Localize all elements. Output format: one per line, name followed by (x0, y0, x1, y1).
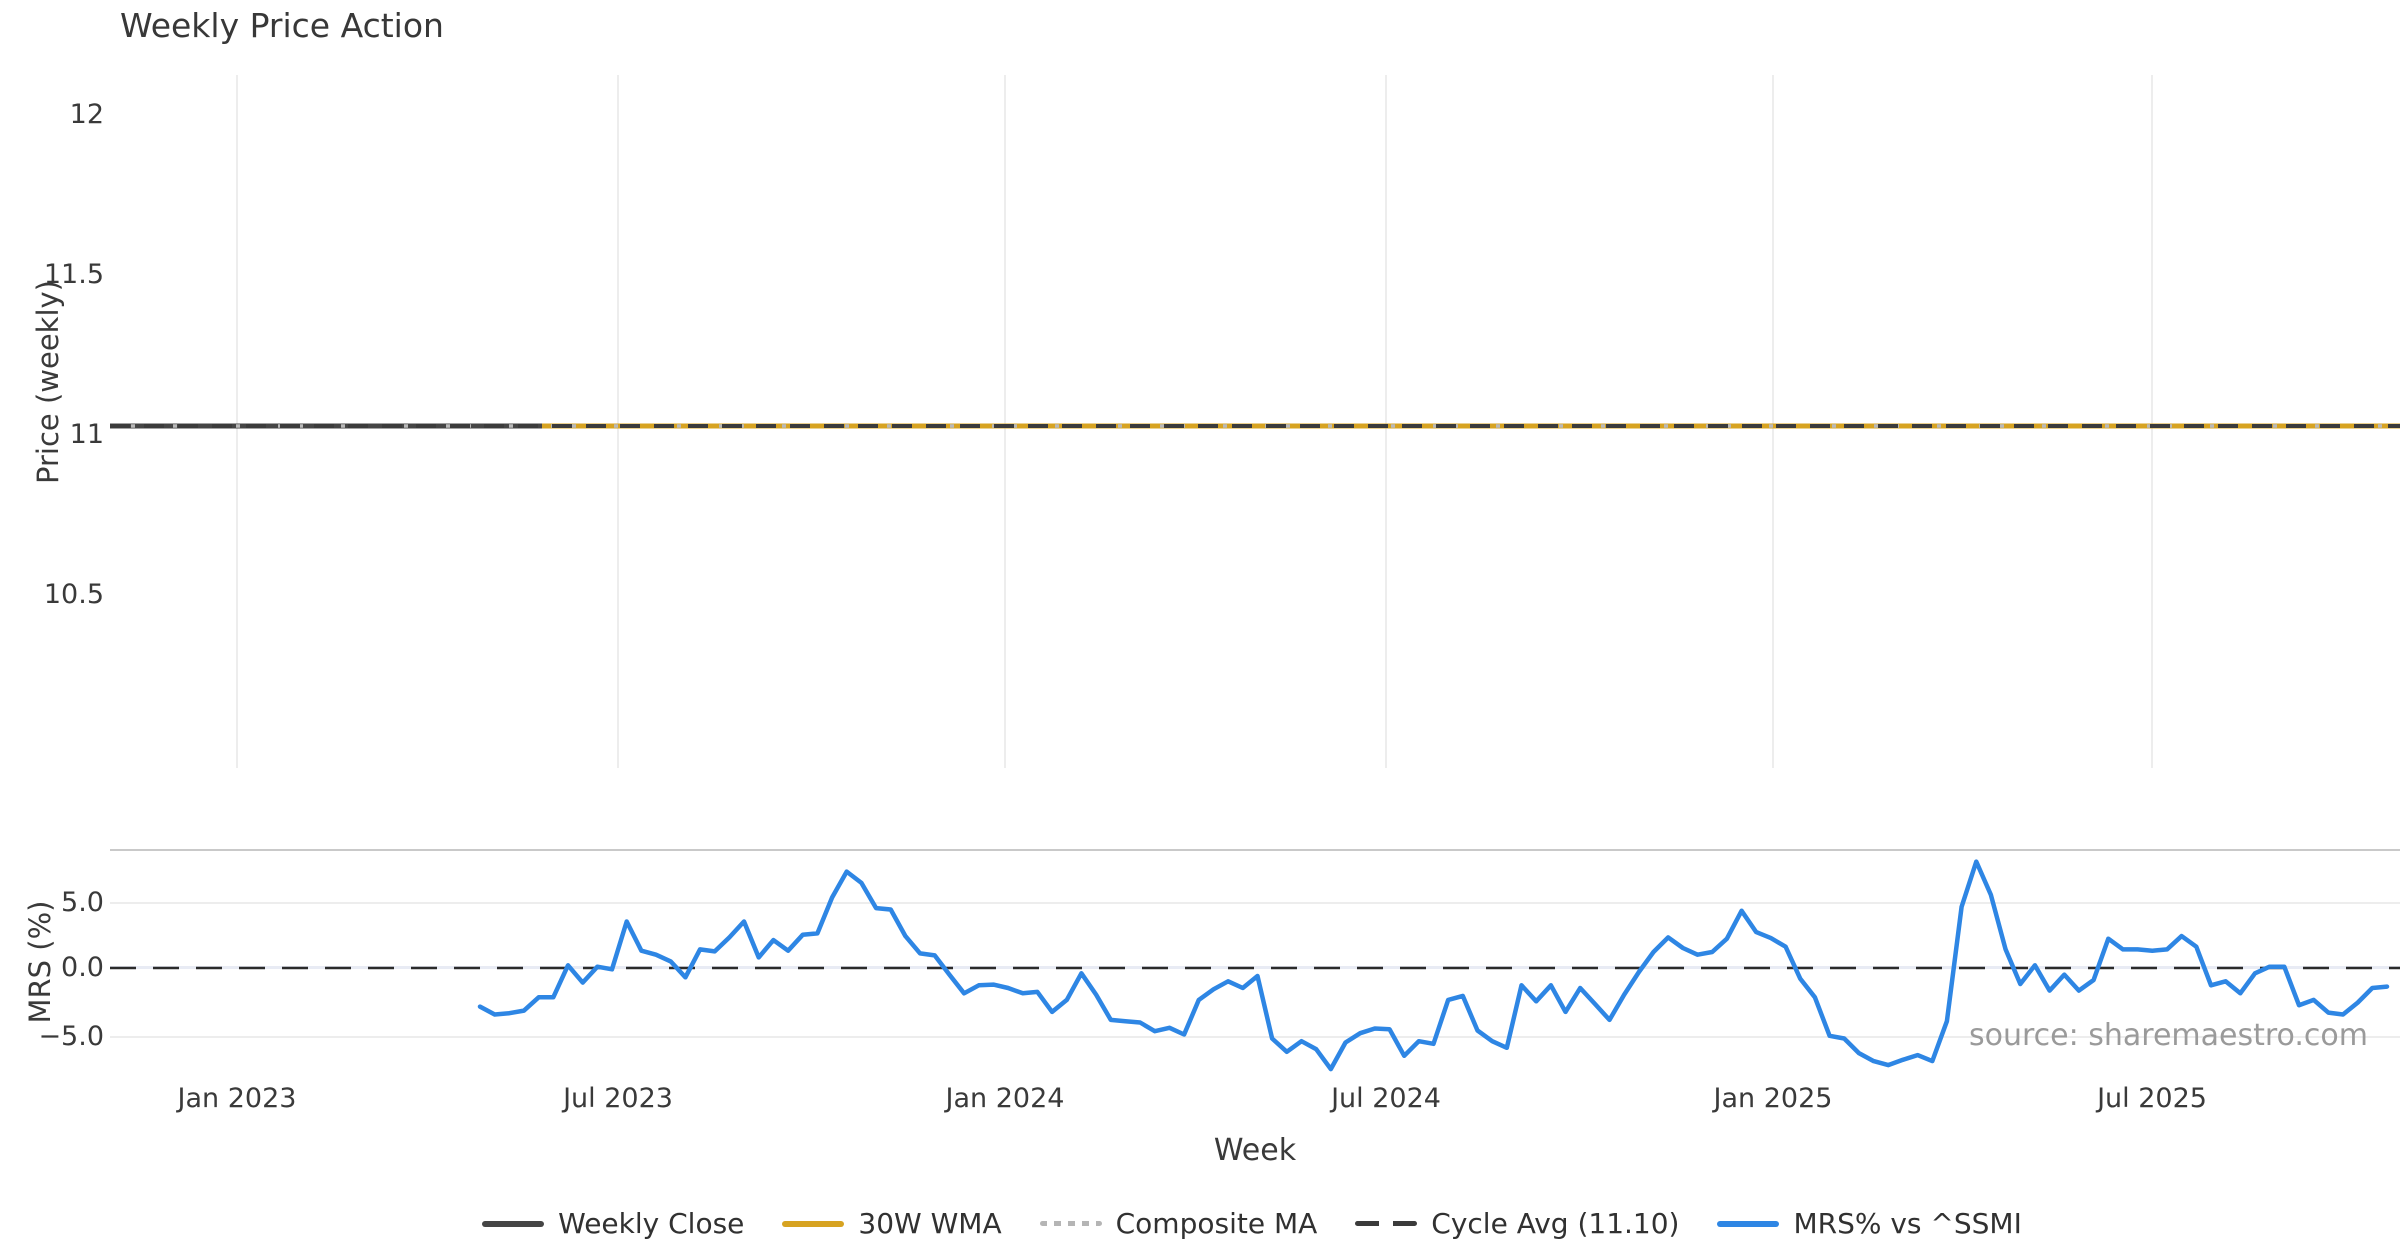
weekly-close-swatch-icon (482, 1220, 545, 1227)
legend-label: Cycle Avg (11.10) (1431, 1207, 1680, 1240)
mrs-swatch-icon (1717, 1220, 1780, 1227)
gridline-jul-2023 (617, 75, 619, 768)
xtick-jan-2024: Jan 2024 (945, 1083, 1065, 1114)
mrs-gridline-plus5 (110, 902, 2400, 904)
gridline-jul-2024 (1385, 75, 1387, 768)
legend-item-30w-wma: 30W WMA (782, 1207, 1002, 1240)
legend: Weekly Close 30W WMA Composite MA Cycle … (0, 1207, 2400, 1240)
price-ytick-10-5: 10.5 (43, 579, 104, 610)
mrs-ytick-0: 0.0 (61, 952, 104, 983)
mrs-axis-label: MRS (%) (23, 900, 57, 1024)
x-axis-label: Week (1213, 1133, 1297, 1168)
legend-label: Composite MA (1115, 1207, 1318, 1240)
legend-label: MRS% vs ^SSMI (1793, 1207, 2022, 1240)
legend-label: 30W WMA (858, 1207, 1002, 1240)
xtick-jul-2025: Jul 2025 (2097, 1083, 2207, 1114)
mrs-gridline-zero (110, 966, 2400, 969)
xtick-jan-2025: Jan 2025 (1713, 1083, 1833, 1114)
xtick-jul-2023: Jul 2023 (563, 1083, 673, 1114)
price-ytick-11-5: 11.5 (43, 259, 104, 290)
gridline-jan-2025 (1772, 75, 1774, 768)
xtick-jan-2023: Jan 2023 (177, 1083, 297, 1114)
composite-ma-swatch-icon (1039, 1221, 1102, 1226)
legend-item-mrs: MRS% vs ^SSMI (1717, 1207, 2022, 1240)
cycle-avg-swatch-icon (1355, 1221, 1418, 1226)
price-ytick-12: 12 (69, 99, 104, 130)
legend-item-cycle-avg: Cycle Avg (11.10) (1355, 1207, 1679, 1240)
legend-item-weekly-close: Weekly Close (482, 1207, 744, 1240)
price-axis-label: Price (weekly) (31, 280, 65, 485)
legend-item-composite-ma: Composite MA (1039, 1207, 1318, 1240)
wma-swatch-icon (782, 1220, 845, 1227)
source-watermark: source: sharemaestro.com (1969, 1018, 2368, 1053)
xtick-jul-2024: Jul 2024 (1331, 1083, 1441, 1114)
gridline-jan-2023 (236, 75, 238, 768)
gridline-jul-2025 (2151, 75, 2153, 768)
mrs-panel-top-spine (110, 849, 2400, 851)
mrs-ytick-m5: −5.0 (38, 1021, 104, 1052)
legend-label: Weekly Close (558, 1207, 745, 1240)
mrs-ytick-5: 5.0 (61, 887, 104, 918)
gridline-jan-2024 (1004, 75, 1006, 768)
price-ytick-11: 11 (69, 419, 104, 450)
chart-title: Weekly Price Action (120, 6, 444, 45)
